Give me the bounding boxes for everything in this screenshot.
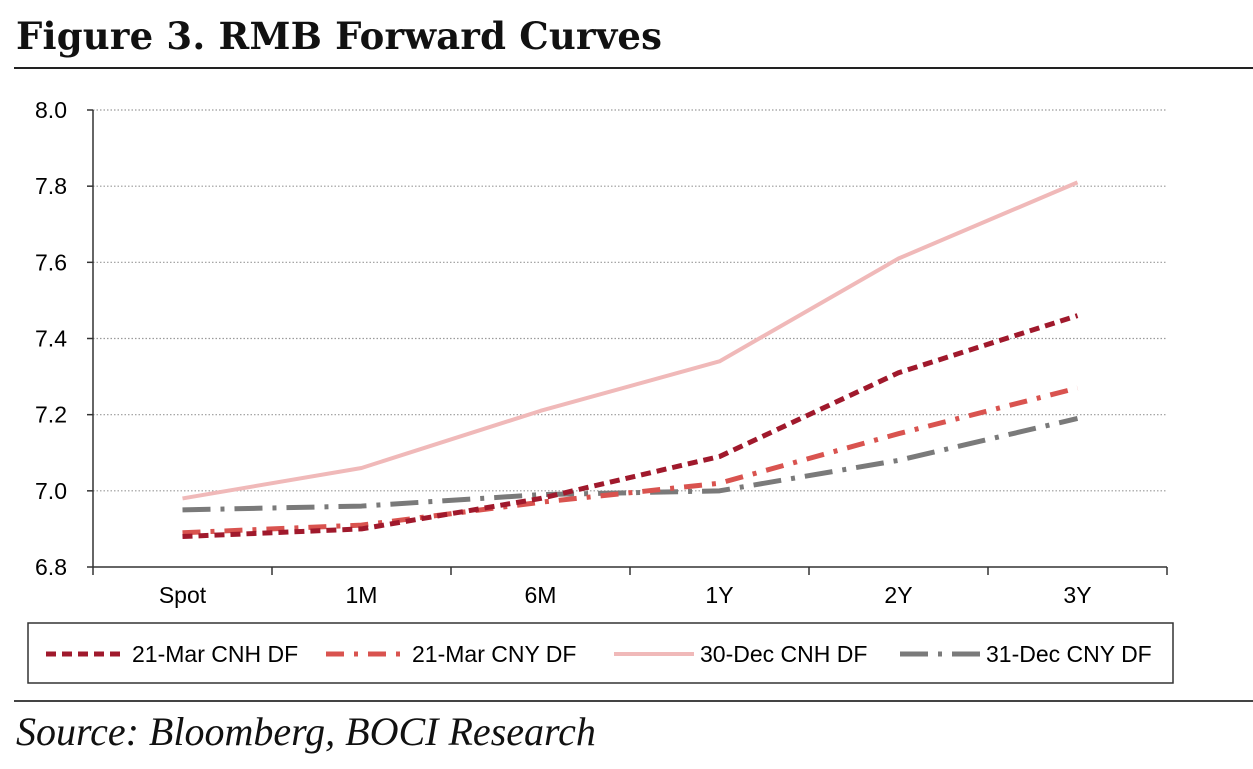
series-line-2 bbox=[182, 385, 1079, 536]
x-tick-label: 1Y bbox=[705, 582, 733, 608]
source-rule bbox=[14, 700, 1253, 702]
y-tick-label: 7.6 bbox=[35, 249, 67, 275]
legend-box bbox=[27, 622, 1174, 684]
series-line-3 bbox=[182, 180, 1079, 501]
x-tick-labels: Spot 1M 6M 1Y 2Y 3Y bbox=[159, 582, 1092, 608]
x-tick-label: 6M bbox=[525, 582, 557, 608]
series-line-4 bbox=[182, 416, 1079, 513]
legend-label: 31-Dec CNY DF bbox=[986, 641, 1152, 667]
legend-label: 30-Dec CNH DF bbox=[700, 641, 867, 667]
y-tick-label: 8.0 bbox=[35, 97, 67, 123]
figure-title: Figure 3. RMB Forward Curves bbox=[16, 14, 663, 58]
y-tick-label: 7.4 bbox=[35, 326, 67, 352]
x-tick-label: 2Y bbox=[884, 582, 912, 608]
x-tick-label: 1M bbox=[346, 582, 378, 608]
legend-label: 21-Mar CNH DF bbox=[132, 641, 298, 667]
x-tick-label: Spot bbox=[159, 582, 207, 608]
y-tick-label: 7.0 bbox=[35, 478, 67, 504]
title-rule bbox=[14, 67, 1253, 69]
source-note: Source: Bloomberg, BOCI Research bbox=[16, 709, 596, 754]
series-lines bbox=[182, 180, 1079, 540]
y-tick-label: 7.8 bbox=[35, 173, 67, 199]
y-tick-label: 6.8 bbox=[35, 554, 67, 580]
legend: 21-Mar CNH DF 21-Mar CNY DF 30-Dec CNH DF 3… bbox=[27, 622, 1174, 684]
gridlines bbox=[93, 109, 1167, 492]
axes bbox=[87, 109, 1168, 575]
legend-label: 21-Mar CNY DF bbox=[412, 641, 576, 667]
x-tick-label: 3Y bbox=[1063, 582, 1091, 608]
y-tick-labels: 8.0 7.8 7.6 7.4 7.2 7.0 6.8 bbox=[35, 97, 67, 580]
series-line-1 bbox=[182, 313, 1079, 540]
y-tick-label: 7.2 bbox=[35, 402, 67, 428]
